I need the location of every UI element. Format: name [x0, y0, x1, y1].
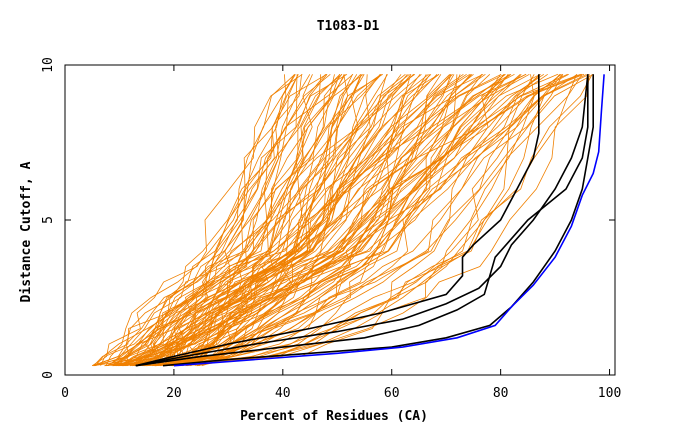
background-model-line — [152, 74, 491, 367]
background-model-line — [116, 73, 327, 367]
background-model-line — [146, 74, 535, 367]
background-model-line — [118, 74, 382, 367]
background-model-line — [143, 74, 590, 367]
x-tick-label: 100 — [598, 386, 621, 401]
x-tick-label: 0 — [61, 386, 69, 401]
y-axis-label: Distance Cutoff, A — [19, 161, 34, 302]
background-model-line — [159, 74, 564, 367]
y-tick-label: 5 — [41, 216, 56, 224]
background-model-line — [178, 74, 427, 367]
background-model-line — [165, 73, 521, 367]
background-model-line — [155, 74, 335, 367]
background-model-line — [154, 73, 561, 367]
x-axis-label: Percent of Residues (CA) — [240, 409, 428, 424]
background-model-line — [139, 74, 473, 367]
background-model-line — [137, 73, 502, 367]
background-model-line — [132, 73, 594, 367]
background-model-line — [114, 74, 287, 367]
background-model-line — [142, 73, 484, 367]
background-model-line — [143, 74, 382, 367]
background-model-line — [116, 74, 505, 367]
background-model-line — [134, 73, 527, 366]
background-model-line — [136, 74, 431, 367]
series-line-model-a — [135, 74, 540, 367]
background-model-line — [108, 74, 414, 367]
y-tick-label: 0 — [41, 371, 56, 379]
background-model-line — [136, 73, 406, 367]
background-model-line — [114, 73, 505, 367]
background-model-line — [186, 74, 593, 367]
background-model-line — [168, 74, 522, 367]
x-axis-ticks: 0 20 40 60 80 100 — [61, 65, 621, 401]
background-model-line — [171, 74, 535, 367]
background-model-line — [114, 73, 548, 367]
background-model-line — [107, 73, 527, 367]
background-model-line — [106, 74, 452, 367]
series-line-best-model — [173, 74, 605, 367]
background-model-line — [118, 74, 353, 367]
y-tick-label: 10 — [41, 57, 56, 73]
background-model-line — [146, 74, 381, 367]
background-model-line — [142, 74, 509, 367]
chart-title: T1083-D1 — [317, 19, 380, 34]
series-line-model-c — [135, 74, 589, 367]
background-model-line — [182, 74, 455, 367]
highlighted-model-lines — [135, 74, 605, 367]
background-model-line — [152, 74, 296, 366]
series-line-model-d — [162, 74, 595, 367]
background-model-line — [115, 74, 583, 367]
background-model-line — [152, 74, 345, 366]
background-model-line — [119, 73, 348, 367]
background-model-line — [174, 74, 343, 366]
background-model-line — [91, 73, 303, 367]
x-tick-label: 60 — [384, 386, 400, 401]
background-model-line — [112, 74, 452, 367]
background-model-line — [161, 74, 326, 367]
background-model-line — [93, 73, 506, 366]
background-model-line — [120, 73, 569, 367]
x-tick-label: 40 — [275, 386, 291, 401]
background-model-line — [105, 73, 354, 366]
background-model-line — [196, 74, 577, 367]
background-model-line — [106, 73, 331, 367]
y-axis-ticks: 0 5 10 — [41, 57, 615, 379]
background-model-line — [179, 74, 461, 367]
background-model-line — [104, 74, 388, 367]
background-model-line — [154, 73, 583, 367]
background-model-line — [154, 74, 371, 367]
background-model-line — [155, 73, 512, 367]
background-model-line — [190, 74, 560, 366]
background-model-line — [113, 73, 416, 366]
background-model-line — [188, 73, 559, 366]
background-model-line — [155, 74, 328, 367]
x-tick-label: 20 — [166, 386, 182, 401]
background-model-line — [168, 73, 530, 366]
background-model-line — [122, 74, 458, 367]
background-model-lines — [91, 73, 594, 367]
background-model-line — [93, 74, 313, 367]
x-tick-label: 80 — [493, 386, 509, 401]
background-model-line — [155, 73, 541, 367]
background-model-line — [153, 74, 402, 366]
